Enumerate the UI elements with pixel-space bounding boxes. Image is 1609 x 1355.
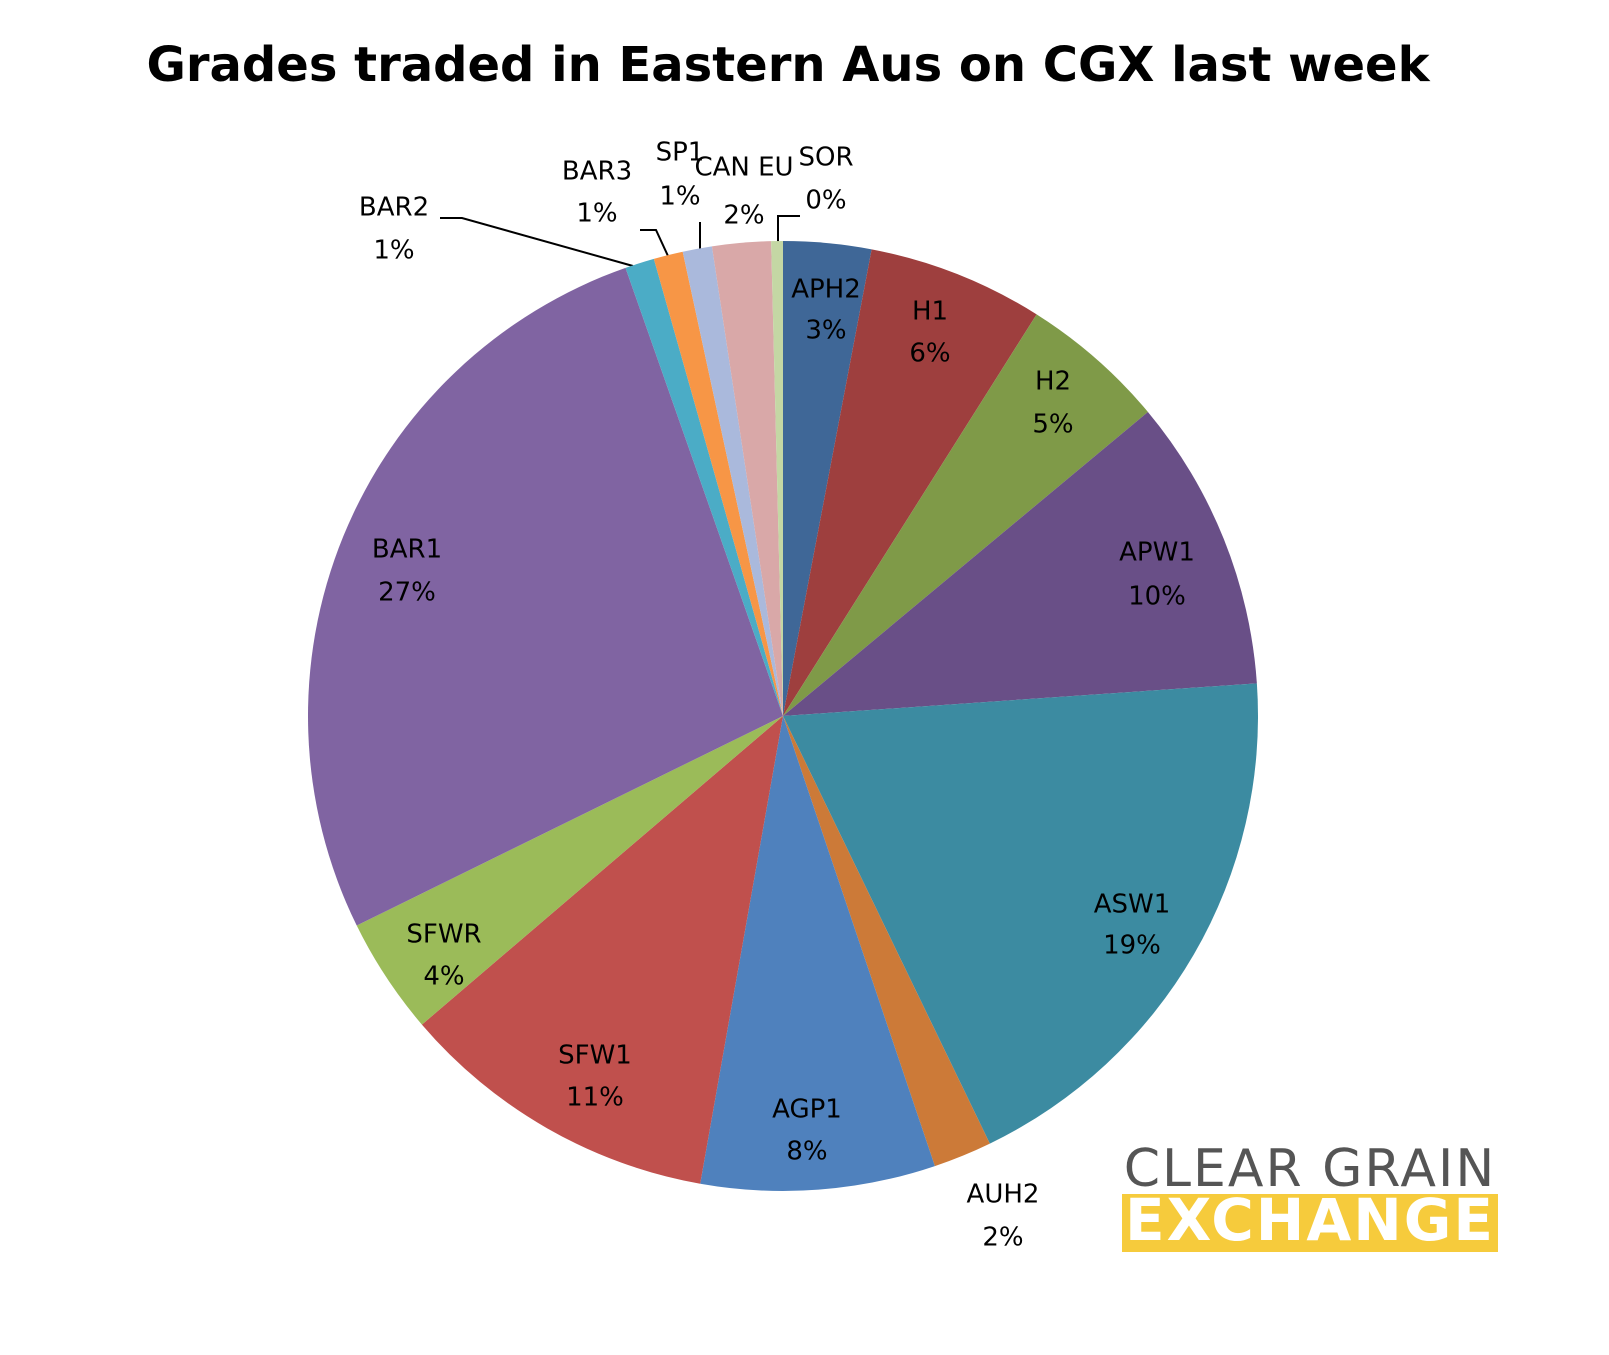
logo-line1: CLEAR GRAIN [1124,1139,1497,1199]
pie-slice [783,314,1148,716]
pie-slice [653,251,783,716]
pie-slice [625,258,783,716]
slice-category-label: SFWR [406,920,481,950]
slice-category-label: AGP1 [772,1095,842,1125]
pie-slice [308,267,783,926]
slice-value-label: 2% [982,1223,1023,1253]
pie-slice [700,716,935,1191]
slice-value-label: 3% [805,316,846,346]
slice-value-label: 19% [1103,931,1161,961]
chart-title: Grades traded in Eastern Aus on CGX last… [146,37,1430,93]
leader-line [640,229,669,257]
slice-value-label: 2% [723,201,764,231]
pie-slice [783,249,1037,716]
pie-slice [783,411,1257,716]
pie-slice [682,246,783,716]
slice-category-label: CAN EU [694,153,793,183]
logo-line2: EXCHANGE [1125,1186,1495,1254]
logo: CLEAR GRAIN EXCHANGE [1122,1139,1498,1254]
slice-value-label: 27% [378,578,436,608]
pie-slice [711,241,783,717]
pie-slice [783,241,872,716]
pie-slice [771,241,783,716]
slice-value-label: 8% [786,1137,827,1167]
slice-category-label: SOR [798,143,853,173]
slice-category-label: ASW1 [1094,890,1171,920]
slice-value-label: 0% [805,186,846,216]
slice-category-label: H2 [1035,367,1071,397]
leader-line [777,215,800,242]
leader-lines [440,215,800,267]
leader-line [440,217,634,267]
slice-category-label: AUH2 [967,1180,1040,1210]
slice-category-label: BAR1 [372,535,442,565]
slice-value-label: 1% [576,199,617,229]
slice-value-label: 1% [373,236,414,266]
slice-category-label: APH2 [791,275,861,305]
slice-value-label: 5% [1032,410,1073,440]
logo-band [1122,1194,1498,1252]
slice-category-label: BAR3 [562,157,632,187]
slice-value-label: 4% [423,962,464,992]
slice-category-label: SFW1 [558,1041,632,1071]
slice-value-label: 1% [659,182,700,212]
pie-slice [783,683,1259,1144]
slice-category-label: SP1 [656,138,705,168]
slice-value-label: 10% [1128,582,1186,612]
slice-category-label: H1 [912,297,948,327]
slice-category-label: BAR2 [359,193,429,223]
pie-slice [356,716,783,1025]
slice-value-label: 6% [909,339,950,369]
pie-slice [421,716,783,1184]
slice-value-label: 11% [566,1083,624,1113]
pie-slice [783,716,990,1167]
slice-category-label: APW1 [1119,538,1195,568]
